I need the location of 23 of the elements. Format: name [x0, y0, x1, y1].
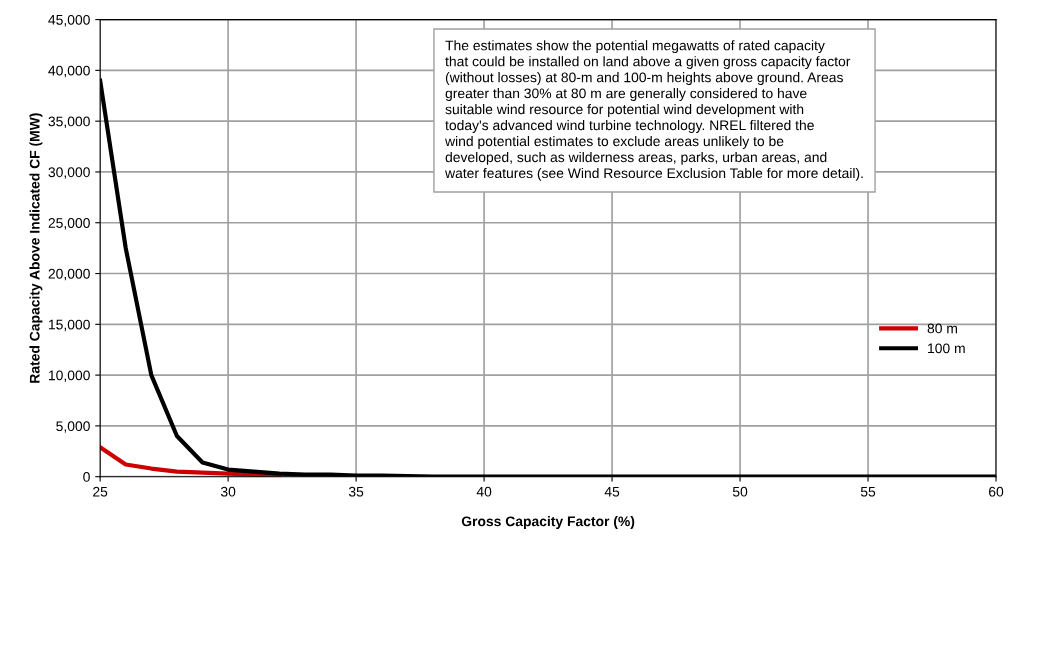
- x-tick-label: 60: [989, 486, 1004, 497]
- x-tick-label: 40: [476, 486, 492, 497]
- y-tick-label: 35,000: [48, 116, 90, 128]
- text: The estimates show the potential megawatts of rated capacity that could be installed on land above a given gross capacity factor (without losses) at 80-m and 100-m heights above ground. Areas greater than 30% at 80 m are generally considered to have suitable wind resource for potential wind development with today's advanced wind turbine technology. NREL filtered the wind potential estimates to exclude areas unlikely to be developed, such as wilderness areas, parks, urban areas, and water features (see Wind Resource Exclusion Table for more detail).: [445, 40, 863, 181]
- x-tick-label: 45: [604, 486, 620, 497]
- x-tick-label: 50: [732, 486, 748, 497]
- y-tick-label: 30,000: [48, 167, 90, 179]
- legend-label: 100 m: [928, 343, 965, 354]
- legend-label: 80 m: [927, 323, 957, 334]
- x-tick-label: 25: [93, 486, 108, 497]
- x-tick-label: 30: [220, 486, 236, 497]
- y-tick-label: 5,000: [56, 421, 90, 433]
- y-tick-label: 10,000: [48, 370, 90, 382]
- y-tick-label: 25,000: [48, 218, 90, 230]
- x-axis-title: Gross Capacity Factor (%): [461, 516, 635, 529]
- y-tick-label: 40,000: [48, 65, 90, 78]
- y-tick-label: 45,000: [48, 14, 90, 27]
- y-tick-label: 0: [83, 472, 90, 482]
- y-tick-label: 15,000: [48, 319, 90, 332]
- y-tick-label: 20,000: [48, 268, 90, 281]
- x-tick-label: 35: [348, 486, 364, 497]
- x-tick-label: 55: [860, 486, 876, 497]
- y-axis-title: Rated Capacity Above Indicated CF (MW): [29, 113, 43, 383]
